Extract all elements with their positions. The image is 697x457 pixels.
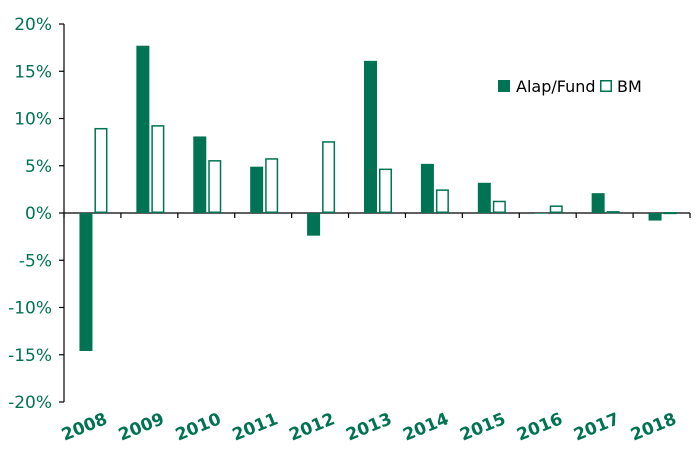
y-tick-label: 0% bbox=[25, 204, 52, 224]
bar-bm bbox=[94, 127, 108, 213]
bar-bm bbox=[151, 125, 165, 213]
y-tick-label: 15% bbox=[14, 62, 52, 82]
x-tick-label: 2010 bbox=[173, 409, 225, 445]
x-tick-label: 2012 bbox=[287, 409, 338, 445]
y-tick-label: 5% bbox=[25, 157, 52, 177]
bar-fund bbox=[648, 213, 662, 221]
bar-bm bbox=[549, 205, 563, 214]
legend-label-bm: BM bbox=[617, 77, 642, 96]
x-tick-label: 2016 bbox=[514, 409, 565, 445]
bar-fund bbox=[534, 213, 548, 214]
x-tick-label: 2017 bbox=[571, 409, 622, 445]
x-tick-label: 2015 bbox=[457, 409, 508, 445]
bar-fund bbox=[136, 45, 150, 213]
y-tick-label: -5% bbox=[19, 251, 52, 271]
x-tick-label: 2009 bbox=[116, 409, 167, 445]
bar-fund bbox=[364, 60, 377, 214]
legend-swatch-fund bbox=[498, 80, 510, 92]
legend-label-fund: Alap/Fund bbox=[516, 77, 596, 96]
y-tick-label: -20% bbox=[8, 393, 52, 413]
y-axis: -20% -15% -10% -5% 0% 5% 10% 15% 20% bbox=[8, 15, 65, 413]
bar-fund bbox=[420, 163, 434, 213]
legend: Alap/Fund BM bbox=[498, 77, 642, 96]
bar-fund bbox=[193, 136, 207, 213]
bar-bm bbox=[265, 158, 279, 214]
bar-bm bbox=[492, 200, 506, 213]
x-tick-label: 2018 bbox=[628, 409, 679, 445]
y-tick-label: 20% bbox=[14, 15, 52, 35]
bar-fund bbox=[307, 213, 321, 236]
y-tick-label: -10% bbox=[8, 299, 52, 319]
bar-bm bbox=[435, 189, 449, 213]
y-tick-label: 10% bbox=[14, 110, 52, 130]
x-axis: 2008 2009 2010 2011 2012 2013 2014 2015 2016 2017… bbox=[59, 212, 691, 446]
bar-fund bbox=[477, 182, 491, 213]
bar-bm bbox=[208, 160, 222, 213]
bar-fund bbox=[591, 193, 605, 213]
bar-bm bbox=[379, 168, 392, 214]
x-tick-label: 2013 bbox=[343, 409, 394, 445]
x-tick-label: 2014 bbox=[400, 409, 452, 445]
bar-bm bbox=[663, 212, 677, 215]
bar-fund bbox=[250, 166, 264, 213]
y-tick-label: -15% bbox=[8, 346, 52, 366]
x-tick-label: 2011 bbox=[230, 409, 281, 445]
legend-swatch-bm bbox=[600, 80, 612, 92]
bar-bm bbox=[322, 141, 336, 213]
bars bbox=[79, 45, 677, 351]
bar-bm bbox=[606, 211, 620, 214]
x-tick-label: 2008 bbox=[59, 409, 110, 445]
bar-fund bbox=[79, 213, 93, 351]
